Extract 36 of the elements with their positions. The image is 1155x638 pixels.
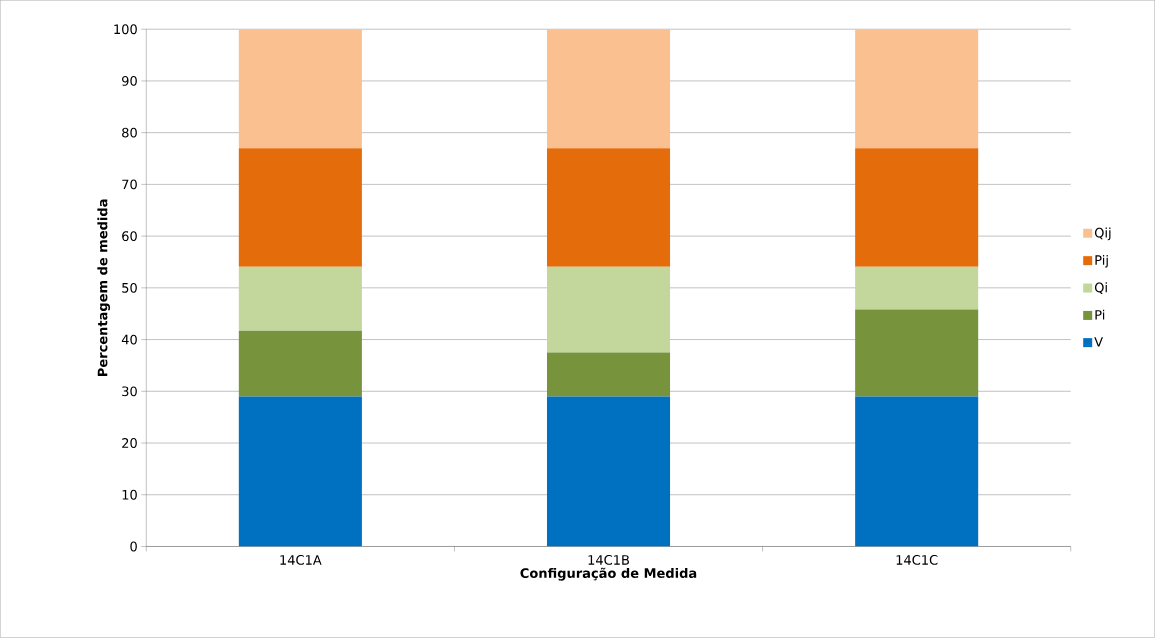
- y-tick-label: 90: [122, 76, 137, 86]
- y-tick-label: 100: [114, 24, 137, 35]
- legend-label: Pij: [1095, 255, 1108, 268]
- bar: [855, 266, 979, 310]
- bar: [238, 330, 362, 397]
- bar: [546, 352, 671, 397]
- bar: [546, 29, 671, 149]
- legend-label: Qij: [1094, 227, 1111, 241]
- legend-label: V: [1094, 337, 1103, 347]
- bar: [855, 148, 979, 267]
- x-axis-title: Configuração de Medida: [520, 567, 697, 581]
- bar: [546, 148, 671, 267]
- legend-label: Qi: [1094, 282, 1107, 295]
- y-tick-label: 40: [121, 334, 137, 345]
- y-tick-label: 70: [122, 179, 137, 190]
- bar: [238, 148, 362, 267]
- y-tick-label: 50: [122, 283, 137, 293]
- bar: [238, 396, 362, 547]
- y-tick-label: 60: [122, 231, 137, 242]
- bar: [238, 29, 362, 149]
- bar: [546, 396, 671, 547]
- x-tick-label: 14C1B: [588, 555, 629, 565]
- y-tick-label: 20: [122, 438, 137, 449]
- y-axis-title: Percentagem de medida: [97, 199, 111, 377]
- x-tick-label: 14C1C: [896, 555, 938, 565]
- bar: [238, 266, 362, 331]
- y-tick-label: 30: [122, 386, 137, 397]
- y-tick-label: 10: [122, 489, 137, 500]
- y-tick-label: 0: [130, 541, 137, 552]
- bar: [855, 29, 979, 149]
- x-tick-label: 14C1A: [280, 555, 322, 565]
- bar: [855, 309, 979, 397]
- y-tick-label: 80: [122, 127, 137, 138]
- bar: [855, 396, 979, 547]
- legend-label: Pi: [1095, 309, 1105, 320]
- bar: [546, 266, 671, 353]
